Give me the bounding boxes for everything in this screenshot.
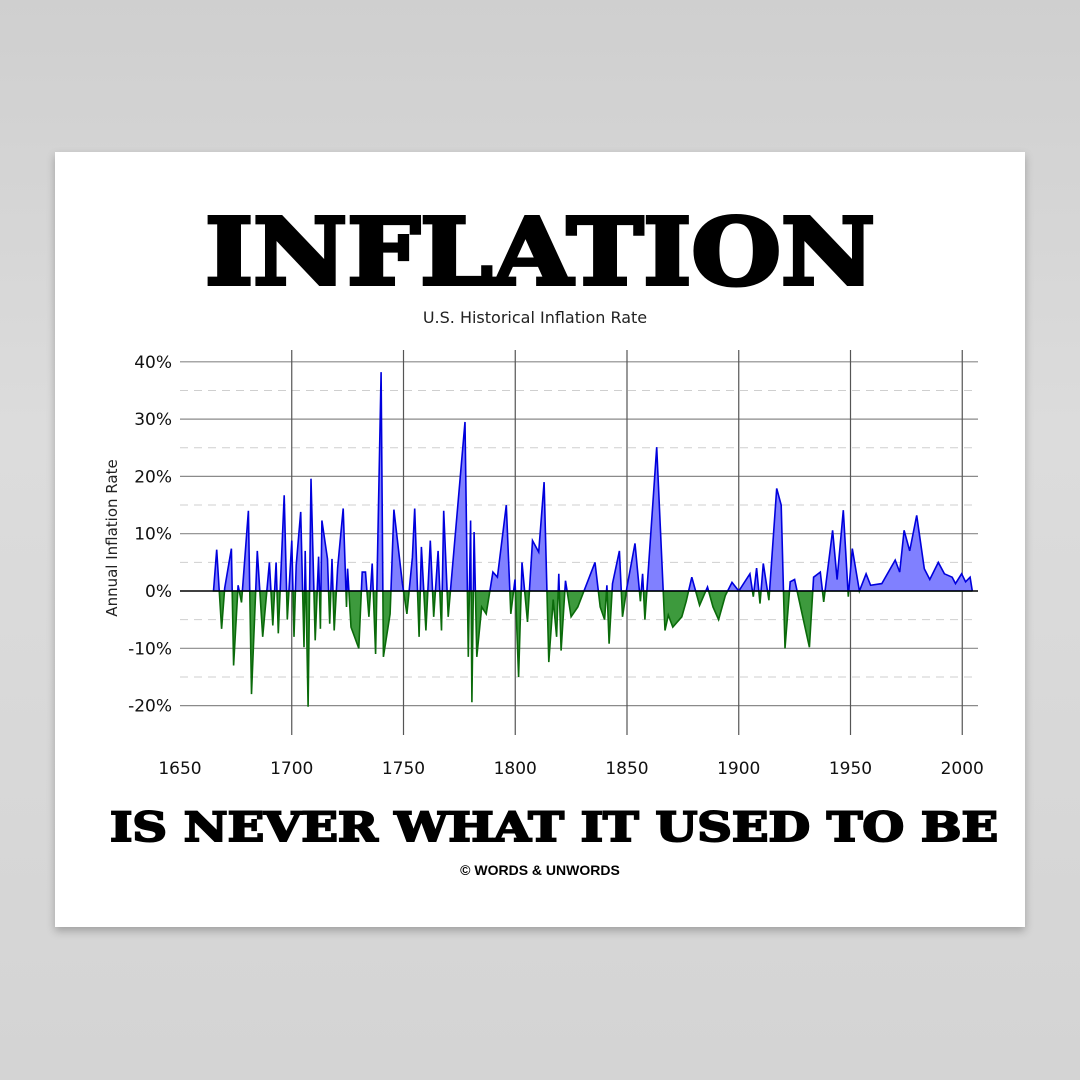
x-tick-label: 1650 <box>158 759 201 779</box>
inflation-chart: 40% 30% 20% 10% 0% -10% -20% 1650 1700 1750 1800 1… <box>103 350 984 779</box>
x-tick-label: 1700 <box>270 759 313 779</box>
chart-title: U.S. Historical Inflation Rate <box>423 308 647 327</box>
y-tick-label: 40% <box>134 353 172 373</box>
y-tick-label: 0% <box>145 582 172 602</box>
x-tick-label: 1950 <box>829 759 872 779</box>
positive-inflation-area <box>212 372 974 591</box>
negative-inflation-area <box>212 591 973 707</box>
y-tick-label: 20% <box>134 467 172 487</box>
x-tick-label: 1750 <box>382 759 425 779</box>
y-tick-label: 30% <box>134 410 172 430</box>
y-tick-label: 10% <box>134 525 172 545</box>
tagline: IS NEVER WHAT IT USED TO BE <box>110 804 998 851</box>
x-tick-label: 1850 <box>605 759 648 779</box>
x-tick-label: 2000 <box>941 759 984 779</box>
headline: INFLATION <box>205 198 875 306</box>
y-tick-label: -10% <box>128 639 172 659</box>
x-tick-label: 1800 <box>494 759 537 779</box>
copyright: © WORDS & UNWORDS <box>460 862 620 878</box>
x-tick-label: 1900 <box>717 759 760 779</box>
y-axis-label: Annual Inflation Rate <box>103 459 121 616</box>
y-tick-label: -20% <box>128 697 172 717</box>
